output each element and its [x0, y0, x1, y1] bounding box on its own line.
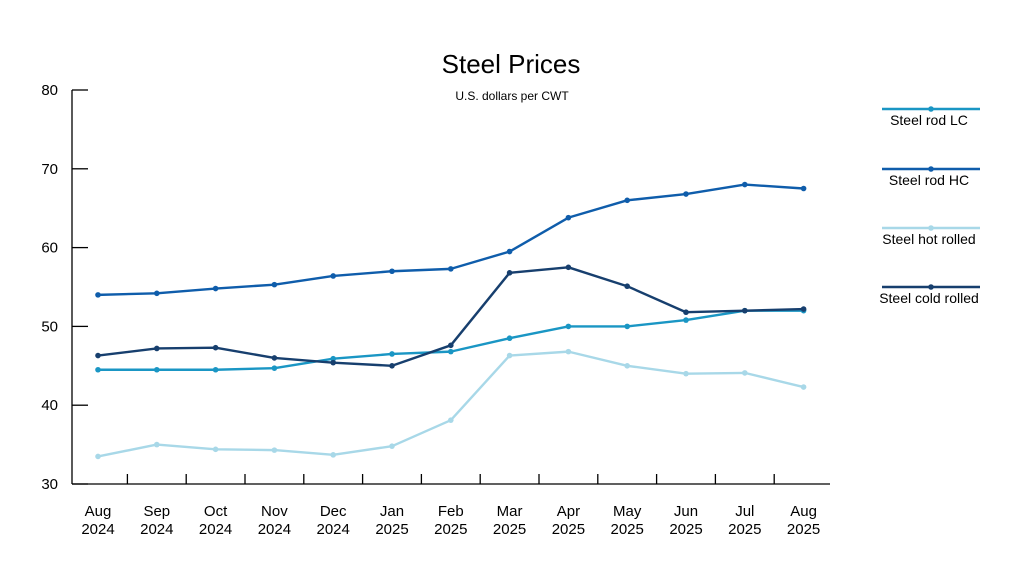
data-point — [212, 285, 219, 292]
data-point — [271, 355, 278, 361]
data-point — [800, 384, 807, 390]
data-point — [95, 453, 101, 460]
x-tick-label: Feb 2025 — [434, 503, 467, 538]
data-point — [448, 342, 454, 349]
data-point — [212, 446, 219, 453]
data-point — [448, 348, 454, 355]
data-point — [271, 365, 278, 371]
axes: 30 40 50 60 70 80 Aug 2024 Sep 2024 Oct 2024 Nov 2024… — [41, 82, 830, 538]
x-tick-label: Sep 2024 — [140, 503, 173, 538]
x-tick-label: Apr 2025 — [552, 503, 585, 538]
data-point — [624, 363, 630, 369]
y-tick-label: 60 — [41, 240, 58, 257]
data-point — [683, 191, 689, 197]
legend-item: Steel rod HC — [882, 166, 980, 188]
data-point — [448, 417, 454, 423]
legend-swatch-marker — [928, 166, 934, 172]
chart-title: Steel Prices — [442, 49, 581, 79]
data-point — [800, 185, 807, 192]
legend-label: Steel hot rolled — [882, 231, 975, 247]
x-tick-label: Oct 2024 — [199, 503, 232, 538]
y-tick-label: 70 — [41, 161, 58, 178]
series-line — [97, 350, 804, 458]
data-point — [154, 366, 160, 373]
series-layer — [95, 181, 807, 460]
data-point — [624, 323, 630, 330]
data-point — [506, 335, 513, 342]
y-tick-label: 50 — [41, 318, 58, 335]
data-point — [800, 306, 807, 312]
data-point — [683, 309, 689, 316]
data-point — [95, 366, 101, 373]
data-point — [565, 323, 572, 330]
y-tick-label: 40 — [41, 397, 58, 414]
data-point — [95, 292, 101, 298]
data-point — [565, 264, 572, 271]
series-steel-cold-rolled — [95, 264, 807, 369]
legend-label: Steel cold rolled — [879, 290, 979, 306]
legend-item: Steel cold rolled — [879, 284, 980, 306]
x-tick-label: Mar 2025 — [493, 503, 526, 538]
data-point — [271, 447, 278, 453]
data-point — [624, 197, 630, 204]
data-point — [742, 307, 748, 314]
x-tick-label: Jan 2025 — [375, 503, 408, 538]
data-point — [212, 344, 219, 351]
data-point — [742, 181, 748, 188]
series-line — [98, 309, 804, 371]
data-point — [271, 281, 278, 288]
x-tick-label: Nov 2024 — [258, 503, 291, 538]
y-tick-label: 30 — [41, 476, 58, 493]
data-point — [330, 355, 337, 362]
x-tick-label: Jun 2025 — [669, 503, 702, 538]
x-tick-label: May 2025 — [611, 503, 644, 538]
data-point — [565, 214, 572, 221]
data-point — [95, 352, 101, 359]
data-point — [154, 345, 160, 352]
series-steel-rod-lc — [95, 307, 807, 373]
x-tick-label: Dec 2024 — [317, 503, 350, 538]
data-point — [448, 266, 454, 272]
series-line — [97, 183, 804, 297]
data-point — [506, 270, 513, 276]
data-point — [742, 370, 748, 376]
legend-label: Steel rod HC — [889, 172, 969, 188]
data-point — [154, 290, 160, 297]
data-point — [389, 443, 395, 449]
legend-item: Steel rod LC — [882, 106, 980, 128]
data-point — [389, 268, 395, 275]
series-steel-hot-rolled — [95, 348, 807, 460]
data-point — [212, 366, 219, 373]
legend-swatch-marker — [928, 225, 934, 231]
data-point — [330, 273, 337, 279]
x-tick-label: Aug 2025 — [787, 503, 820, 538]
legend-item: Steel hot rolled — [882, 225, 980, 247]
data-point — [330, 359, 337, 366]
x-tick-label: Aug 2024 — [81, 503, 114, 538]
legend-swatch-marker — [928, 106, 934, 112]
y-tick-label: 80 — [41, 82, 58, 99]
legend-label: Steel rod LC — [890, 112, 968, 128]
data-point — [565, 348, 572, 355]
data-point — [506, 248, 513, 255]
x-tick-label: Jul 2025 — [728, 503, 761, 538]
data-point — [683, 370, 689, 377]
data-point — [389, 363, 395, 369]
series-steel-rod-hc — [95, 181, 807, 298]
data-point — [683, 317, 689, 323]
legend: Steel rod LC Steel rod HC Steel hot rolled… — [879, 106, 980, 306]
chart-subtitle: U.S. dollars per CWT — [455, 89, 569, 103]
data-point — [506, 352, 513, 359]
data-point — [330, 452, 337, 458]
legend-swatch-marker — [928, 284, 934, 290]
data-point — [389, 351, 395, 357]
data-point — [624, 283, 630, 290]
data-point — [154, 441, 160, 448]
